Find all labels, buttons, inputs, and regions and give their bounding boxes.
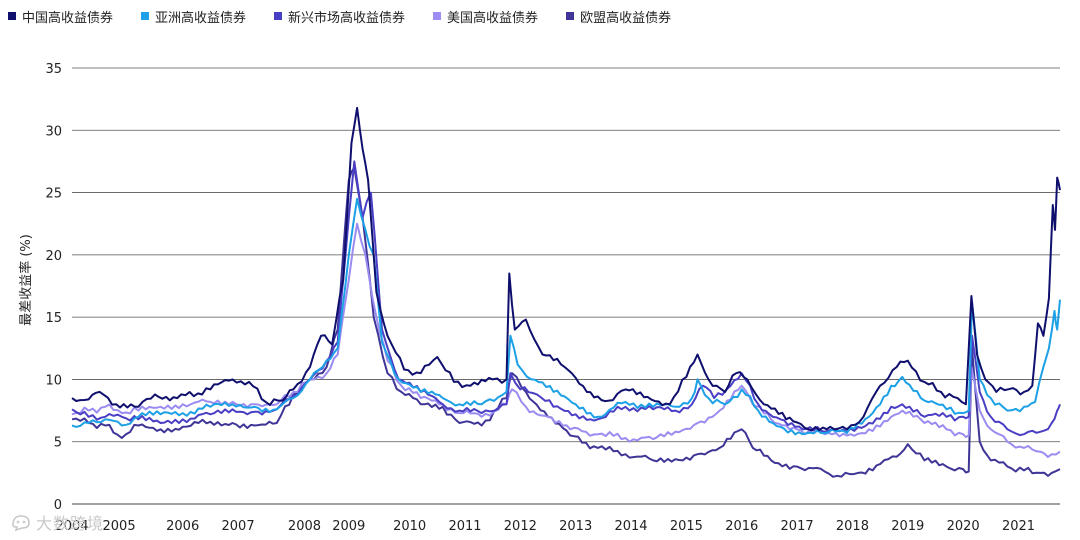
y-tick-0: 0 xyxy=(54,498,62,513)
x-tick-2014: 2014 xyxy=(614,519,647,534)
series-line-1 xyxy=(71,197,1061,436)
x-tick-2015: 2015 xyxy=(670,519,703,534)
x-tick-2006: 2006 xyxy=(166,519,199,534)
legend: 中国高收益债券 亚洲高收益债券 新兴市场高收益债券 美国高收益债券 欧盟高收益债… xyxy=(8,6,699,26)
series-line-0 xyxy=(71,106,1061,432)
legend-swatch-us xyxy=(433,12,442,20)
series-line-4 xyxy=(71,166,1061,478)
x-tick-2009: 2009 xyxy=(332,519,365,534)
watermark-text: 大数跨境 xyxy=(36,514,105,533)
legend-item-us: 美国高收益债券 xyxy=(433,7,538,26)
legend-label-em: 新兴市场高收益债券 xyxy=(288,10,406,26)
y-tick-25: 25 xyxy=(45,187,62,202)
x-tick-2010: 2010 xyxy=(393,519,426,534)
y-tick-10: 10 xyxy=(45,373,62,388)
x-tick-2016: 2016 xyxy=(725,519,758,534)
y-tick-30: 30 xyxy=(45,124,62,139)
series-line-3 xyxy=(71,222,1061,458)
x-tick-labels: 2004 2005 2006 2007 2008 2009 2010 2011 2012 2013… xyxy=(55,519,1035,534)
grid-lines xyxy=(72,67,1060,505)
legend-swatch-china xyxy=(8,12,16,20)
x-tick-2008: 2008 xyxy=(288,519,321,534)
y-tick-15: 15 xyxy=(45,311,62,326)
x-tick-2018: 2018 xyxy=(836,519,869,534)
x-tick-2017: 2017 xyxy=(781,519,814,534)
legend-item-em: 新兴市场高收益债券 xyxy=(274,7,405,26)
x-tick-2021: 2021 xyxy=(1002,519,1035,534)
x-tick-2013: 2013 xyxy=(559,519,592,534)
legend-item-eu: 欧盟高收益债券 xyxy=(566,7,671,26)
x-tick-2011: 2011 xyxy=(448,519,481,534)
y-tick-20: 20 xyxy=(45,249,62,264)
legend-label-asia: 亚洲高收益债券 xyxy=(155,10,247,26)
x-tick-2004: 2004 xyxy=(55,519,88,534)
watermark-logo-icon xyxy=(12,515,30,531)
x-tick-2012: 2012 xyxy=(504,519,537,534)
legend-item-china: 中国高收益债券 xyxy=(8,7,113,26)
y-axis-label: 最差收益率 (%) xyxy=(18,234,34,326)
series-line-2 xyxy=(71,160,1061,437)
legend-item-asia: 亚洲高收益债券 xyxy=(141,7,246,26)
x-tick-2007: 2007 xyxy=(222,519,255,534)
x-tick-2005: 2005 xyxy=(103,519,136,534)
legend-label-eu: 欧盟高收益债券 xyxy=(580,10,672,26)
series-lines xyxy=(71,106,1061,478)
legend-label-us: 美国高收益债券 xyxy=(447,10,539,26)
watermark: 大数跨境 xyxy=(10,510,104,534)
legend-label-china: 中国高收益债券 xyxy=(22,10,114,26)
y-tick-35: 35 xyxy=(45,62,62,77)
legend-swatch-asia xyxy=(141,12,150,20)
x-tick-2020: 2020 xyxy=(947,519,980,534)
x-tick-2019: 2019 xyxy=(891,519,924,534)
y-tick-labels: 0 5 10 15 20 25 30 35 xyxy=(45,62,62,513)
legend-swatch-em xyxy=(274,12,283,20)
legend-swatch-eu xyxy=(566,12,575,20)
y-tick-5: 5 xyxy=(54,436,62,451)
